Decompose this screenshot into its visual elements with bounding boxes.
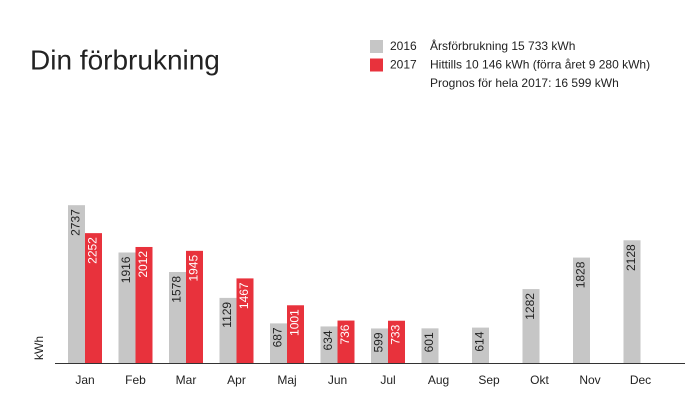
value-label: 1578	[170, 276, 184, 303]
value-label: 634	[321, 330, 335, 350]
legend-label: 2016	[390, 39, 417, 53]
bar	[85, 233, 102, 363]
value-label: 1945	[187, 255, 201, 282]
value-label: 1828	[574, 261, 588, 288]
bar	[270, 323, 287, 363]
x-tick-label: Dec	[630, 373, 651, 387]
bar	[169, 272, 186, 363]
bar	[388, 320, 405, 363]
bar	[522, 289, 540, 363]
legend-note: Hittills 10 146 kWh (förra året 9 280 kW…	[430, 58, 650, 72]
y-axis-label: kWh	[32, 336, 46, 360]
bar	[186, 250, 203, 363]
x-tick-label: Sep	[478, 373, 500, 387]
bar	[287, 305, 304, 363]
bar	[371, 328, 388, 363]
x-tick-label: Jul	[380, 373, 395, 387]
bar	[472, 327, 489, 363]
value-label: 687	[271, 327, 285, 347]
x-tick-label: Okt	[530, 373, 549, 387]
bar	[68, 205, 85, 363]
value-label: 599	[372, 332, 386, 352]
legend-swatch	[370, 40, 383, 53]
x-tick-label: Aug	[428, 373, 449, 387]
chart-title: Din förbrukning	[30, 44, 220, 75]
value-label: 1916	[119, 256, 133, 283]
legend-label: 2017	[390, 58, 417, 72]
value-label: 1001	[288, 309, 302, 336]
bar	[320, 326, 338, 363]
x-tick-label: Nov	[579, 373, 600, 387]
value-label: 736	[338, 324, 352, 344]
value-label: 1467	[237, 282, 251, 309]
x-tick-label: Jan	[75, 373, 94, 387]
legend-note: Prognos för hela 2017: 16 599 kWh	[430, 76, 619, 90]
bar	[236, 278, 254, 363]
value-label: 1282	[523, 293, 537, 320]
x-tick-label: Apr	[227, 373, 246, 387]
value-label: 733	[389, 324, 403, 344]
value-label: 601	[422, 332, 436, 352]
value-label: 2252	[86, 237, 100, 264]
bar	[573, 257, 590, 363]
legend-note: Årsförbrukning 15 733 kWh	[430, 38, 575, 53]
legend-swatch	[370, 58, 383, 72]
value-label: 2128	[624, 244, 638, 271]
x-tick-label: Feb	[125, 373, 146, 387]
bar	[135, 246, 153, 363]
bar	[219, 297, 237, 363]
value-label: 1129	[220, 302, 234, 328]
value-label: 2012	[136, 251, 150, 278]
x-tick-label: Maj	[277, 373, 296, 387]
value-label: 614	[473, 331, 487, 351]
x-tick-label: Mar	[176, 373, 197, 387]
bar	[421, 328, 439, 363]
bar	[118, 252, 136, 363]
x-tick-label: Jun	[328, 373, 347, 387]
bar	[337, 320, 355, 363]
value-label: 2737	[69, 209, 83, 236]
bar	[623, 240, 641, 363]
